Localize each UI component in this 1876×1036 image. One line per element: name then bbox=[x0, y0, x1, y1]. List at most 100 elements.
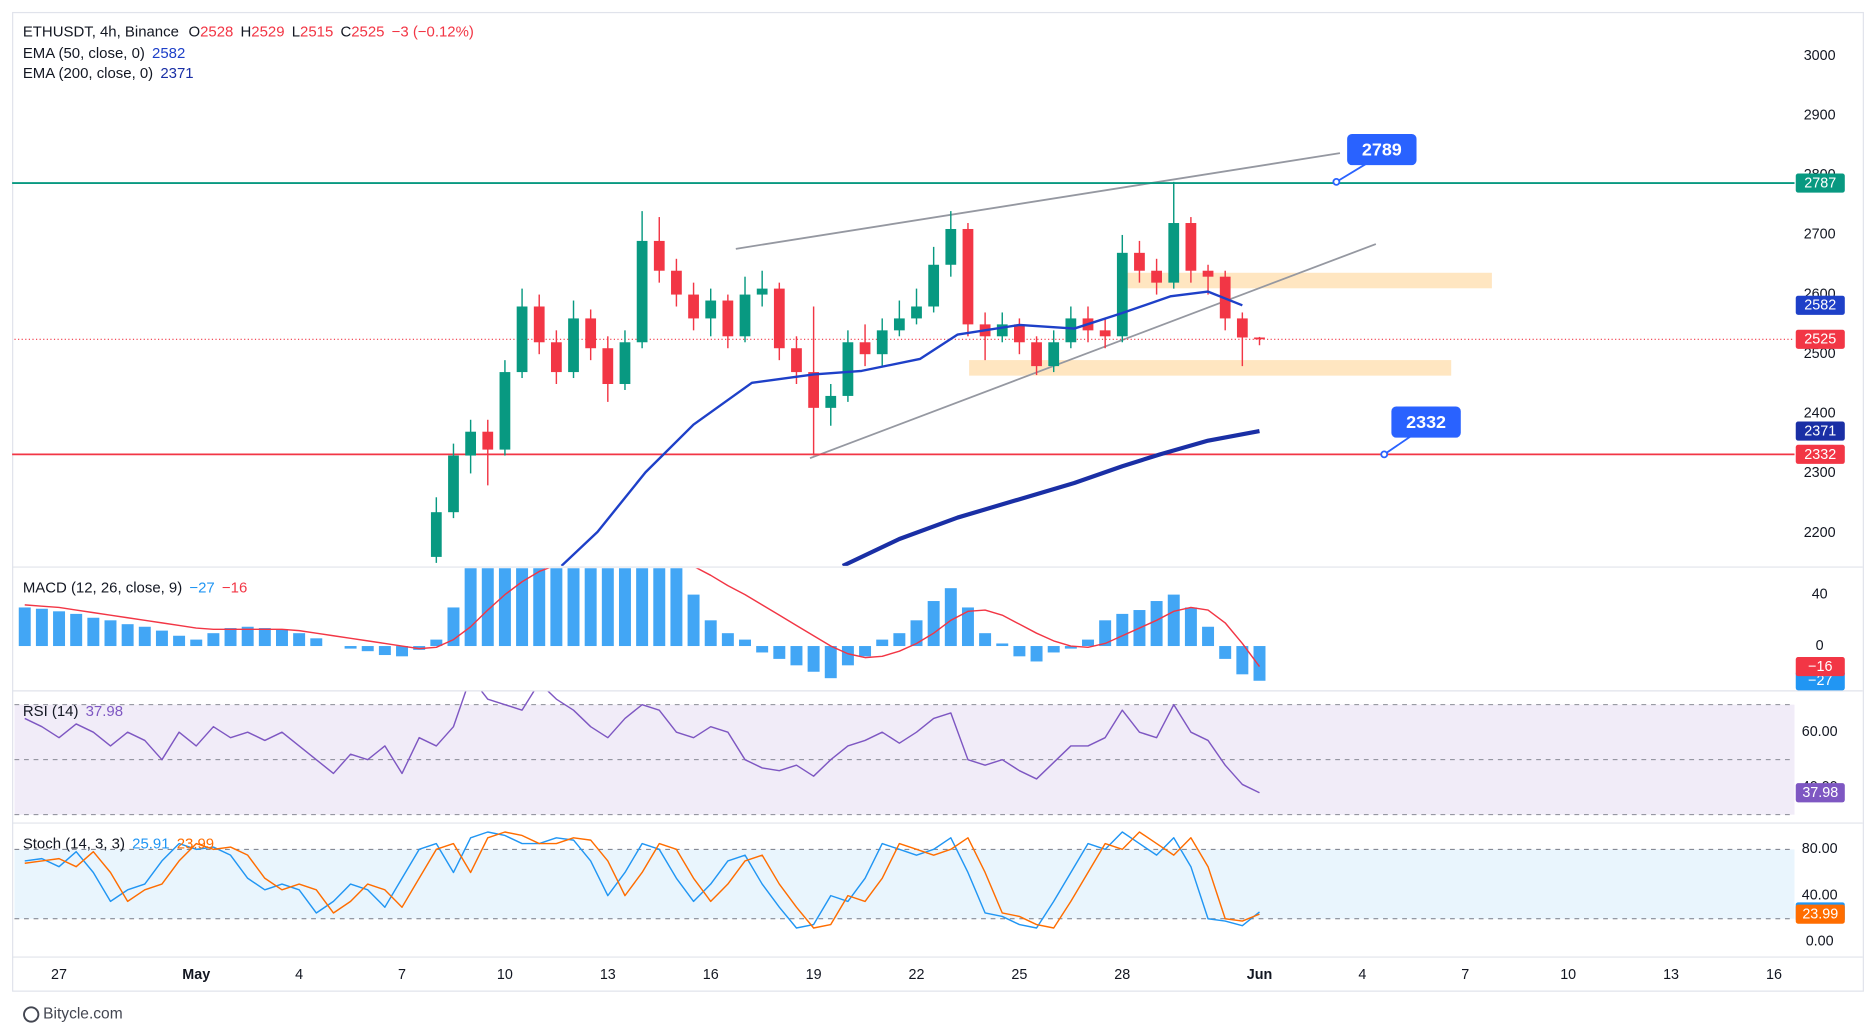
candle-body bbox=[688, 294, 699, 319]
x-tick-label: 7 bbox=[1461, 967, 1469, 983]
candle-body bbox=[1168, 223, 1180, 283]
x-tick-label: 4 bbox=[295, 967, 303, 983]
x-tick-label: 27 bbox=[51, 967, 67, 983]
macd-bar bbox=[516, 568, 529, 647]
x-tick-label: 7 bbox=[398, 967, 406, 983]
macd-bar bbox=[481, 568, 494, 647]
macd-bar bbox=[138, 626, 151, 647]
candle-body bbox=[722, 300, 734, 337]
y-tick-label: 2900 bbox=[1804, 108, 1836, 124]
macd-bar bbox=[653, 568, 666, 647]
candle-body bbox=[516, 306, 528, 373]
y-tick-label: 0 bbox=[1816, 638, 1824, 654]
macd-bar bbox=[155, 630, 168, 647]
ohlc-value: 2528 bbox=[200, 23, 233, 40]
price-tag bbox=[1795, 295, 1845, 315]
watermark: Bitycle.com bbox=[43, 1006, 122, 1023]
indicator-title: RSI (14) bbox=[23, 703, 79, 720]
candle-body bbox=[602, 348, 614, 385]
callout-anchor bbox=[1332, 177, 1341, 186]
macd-bar bbox=[1013, 646, 1026, 657]
macd-bar bbox=[378, 646, 391, 656]
macd-bar bbox=[961, 607, 974, 647]
macd-bar bbox=[498, 568, 511, 647]
macd-bar bbox=[910, 620, 923, 647]
price-tag bbox=[1795, 421, 1845, 441]
candle-body bbox=[791, 348, 802, 373]
frame bbox=[12, 11, 1864, 992]
macd-bar bbox=[636, 568, 649, 647]
indicator-value: 23.99 bbox=[177, 836, 214, 853]
macd-bar bbox=[18, 607, 31, 647]
watermark-logo bbox=[23, 1006, 40, 1023]
macd-bar bbox=[927, 601, 940, 647]
candle-body bbox=[1099, 330, 1111, 337]
indicator-value: −16 bbox=[222, 580, 247, 597]
y-tick-label: 2500 bbox=[1804, 346, 1836, 362]
macd-bar bbox=[104, 620, 117, 647]
macd-bar bbox=[876, 639, 889, 647]
x-tick-label: 22 bbox=[909, 967, 925, 983]
macd-bar bbox=[1253, 646, 1266, 681]
candle-body bbox=[773, 288, 785, 349]
macd-bar bbox=[979, 633, 992, 647]
macd-bar bbox=[721, 633, 734, 647]
price-tag-label: 23.99 bbox=[1802, 907, 1838, 923]
indicator-title: Stoch (14, 3, 3) bbox=[23, 836, 125, 853]
ohlc-label: H bbox=[241, 23, 252, 40]
candle-body bbox=[739, 294, 751, 337]
ohlc-value: 2529 bbox=[251, 23, 284, 40]
candle-body bbox=[825, 395, 837, 408]
support-zone bbox=[969, 360, 1452, 376]
macd-bar bbox=[87, 617, 100, 647]
macd-bar bbox=[1082, 639, 1094, 647]
candle-body bbox=[448, 455, 459, 513]
macd-bar bbox=[1219, 646, 1232, 659]
macd-bar bbox=[430, 639, 443, 647]
indicator-value: −27 bbox=[189, 580, 214, 597]
indicator-value: 37.98 bbox=[86, 703, 123, 720]
macd-bar bbox=[1184, 607, 1197, 647]
macd-bar bbox=[293, 633, 306, 647]
price-tag-label: −16 bbox=[1808, 659, 1832, 675]
macd-bar bbox=[704, 620, 717, 647]
candle-body bbox=[1065, 318, 1077, 343]
ema-value: 2582 bbox=[152, 45, 185, 62]
macd-bar bbox=[70, 613, 83, 647]
ohlc-value: 2515 bbox=[300, 23, 333, 40]
y-tick-label: 40.00 bbox=[1802, 887, 1838, 903]
macd-bar bbox=[996, 643, 1009, 647]
candle-body bbox=[636, 240, 648, 343]
candle-body bbox=[756, 288, 768, 295]
y-tick-label: 3000 bbox=[1804, 48, 1836, 64]
panel bbox=[14, 831, 1795, 929]
callout-box bbox=[1391, 406, 1461, 438]
price-tag-label: 2525 bbox=[1804, 332, 1836, 348]
y-tick-label: 2200 bbox=[1804, 525, 1836, 541]
panel bbox=[18, 568, 1266, 681]
symbol-title: ETHUSDT, 4h, Binance bbox=[23, 23, 179, 40]
candle-body bbox=[1185, 223, 1197, 271]
x-tick-label: 19 bbox=[806, 967, 822, 983]
macd-bar bbox=[944, 588, 957, 647]
callout-label: 2332 bbox=[1406, 412, 1446, 432]
indicator-title: MACD (12, 26, close, 9) bbox=[23, 580, 182, 597]
ema-legend: EMA (200, close, 0) 2371 bbox=[23, 65, 194, 82]
candle-body bbox=[671, 270, 682, 295]
macd-bar bbox=[1047, 646, 1060, 653]
macd-bar bbox=[739, 639, 751, 647]
macd-bar bbox=[756, 646, 769, 653]
ema-line bbox=[560, 290, 1243, 566]
x-tick-label: May bbox=[182, 967, 210, 983]
price-tag bbox=[1795, 904, 1845, 924]
candle-body bbox=[996, 324, 1008, 337]
x-tick-label: 10 bbox=[1560, 967, 1576, 983]
price-tag-label: 2371 bbox=[1804, 424, 1836, 440]
macd-bar bbox=[258, 628, 271, 647]
macd-bar bbox=[207, 633, 220, 647]
macd-bar bbox=[224, 628, 237, 647]
price-tag bbox=[1795, 173, 1845, 193]
panel bbox=[14, 691, 1795, 816]
callout-box bbox=[1347, 134, 1417, 166]
candle-body bbox=[859, 342, 871, 355]
